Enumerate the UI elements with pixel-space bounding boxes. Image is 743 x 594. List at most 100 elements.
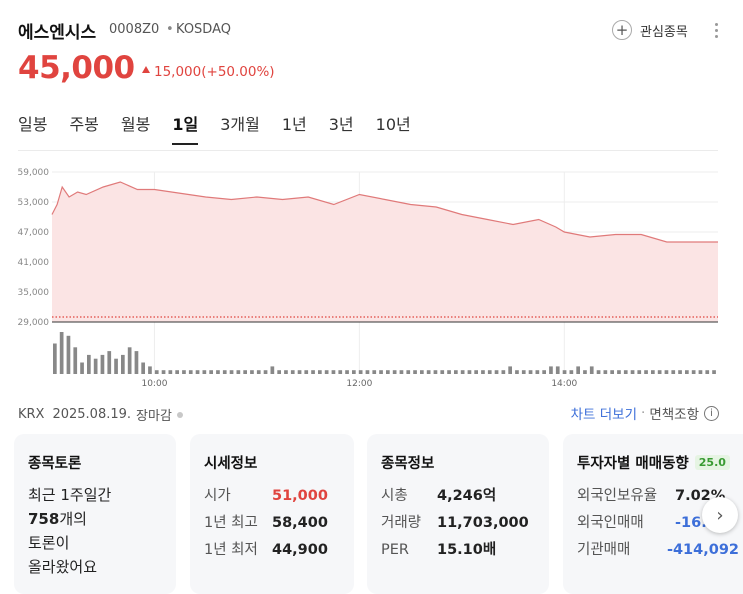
volume-bar [209, 370, 213, 374]
volume-bar [535, 370, 540, 374]
volume-bar [270, 366, 275, 374]
tabs-divider [18, 150, 718, 151]
forum-card[interactable]: 종목토론 최근 1주일간 758개의 토론이 올라왔어요 [14, 434, 176, 594]
per-row: PER 15.10배 [381, 537, 535, 564]
volume-bar [630, 370, 635, 374]
forum-line4: 올라왔어요 [28, 558, 98, 576]
chart-more-link[interactable]: 차트 더보기 [570, 407, 638, 423]
volume-bar [53, 343, 57, 374]
forum-line3: 토론이 [28, 534, 70, 552]
forum-card-title: 종목토론 [28, 456, 82, 472]
y-tick-label: 53,000 [18, 198, 50, 208]
volume-bar [100, 354, 105, 374]
volume-bar [555, 366, 560, 374]
volume-bar [569, 370, 574, 374]
volume-bar [596, 370, 601, 374]
volume-bar [494, 370, 499, 374]
favorite-label: 관심종목 [640, 24, 688, 40]
volume-bar [617, 370, 621, 374]
tab-1[interactable]: 주봉 [69, 115, 99, 134]
volume-bar [121, 354, 125, 374]
tab-0[interactable]: 일봉 [18, 115, 48, 134]
price-line [51, 181, 718, 243]
volume-bar [386, 370, 390, 374]
current-price: 45,000 [18, 50, 135, 86]
institution-trade-label: 기관매매 [577, 542, 631, 558]
year-low-value: 44,900 [272, 542, 328, 558]
volume-bar [372, 370, 377, 374]
volume-bar [610, 370, 614, 374]
volume-bar [175, 370, 179, 374]
tab-3[interactable]: 1일 [172, 111, 198, 145]
volume-bar [644, 370, 648, 374]
volume-bar [420, 370, 424, 374]
investor-title-text: 투자자별 매매동향 [577, 456, 689, 472]
volume-bar [331, 370, 336, 374]
volume-bar [657, 370, 662, 374]
volume-row: 거래량 11,703,000 [381, 510, 535, 537]
volume-bar [454, 370, 458, 374]
market-cap-row: 시총 4,246억 [381, 483, 535, 510]
volume-bar [583, 370, 587, 374]
volume-bar [59, 332, 64, 374]
volume-bar [447, 370, 451, 374]
stock-info-card[interactable]: 종목정보 시총 4,246억 거래량 11,703,000 PER 15.10배 [367, 434, 549, 594]
volume-bar [182, 370, 186, 374]
volume-bar [304, 370, 309, 374]
volume-bar [195, 370, 200, 374]
tab-5[interactable]: 1년 [281, 115, 307, 134]
volume-label: 거래량 [381, 515, 422, 531]
market-info-card[interactable]: 시세정보 시가 51,000 1년 최고 58,400 1년 최저 44,900 [190, 434, 354, 594]
status-line: KRX 2025.08.19. 장마감 [18, 405, 183, 424]
volume-bar [603, 370, 608, 374]
institution-trade-row: 기관매매 -414,092 [577, 537, 739, 564]
links-separator: · [641, 405, 646, 421]
foreign-trade-label: 외국인매매 [577, 515, 644, 531]
tab-4[interactable]: 3개월 [220, 115, 260, 134]
volume-value: 11,703,000 [437, 515, 529, 531]
tab-2[interactable]: 월봉 [120, 115, 151, 134]
volume-bar [467, 370, 472, 374]
volume-bar [705, 370, 710, 374]
volume-bar [80, 362, 84, 374]
volume-bar [501, 370, 506, 374]
volume-bar [562, 370, 567, 374]
tab-6[interactable]: 3년 [328, 115, 354, 134]
period-tabs: 일봉 주봉 월봉 1일 3개월 1년 3년 10년 [18, 111, 433, 145]
market-name: KOSDAQ [176, 22, 231, 37]
year-low-row: 1년 최저 44,900 [204, 537, 340, 564]
volume-bar [691, 370, 696, 374]
date-badge: 25.0 [694, 455, 730, 470]
tab-7[interactable]: 10년 [375, 115, 411, 134]
y-tick-label: 29,000 [18, 318, 50, 328]
info-icon[interactable]: i [704, 405, 719, 421]
year-high-row: 1년 최고 58,400 [204, 510, 340, 537]
price-change: 15,000(+50.00%) [154, 64, 275, 80]
volume-bar [678, 370, 682, 374]
volume-bar [107, 351, 112, 374]
open-label: 시가 [204, 488, 231, 504]
volume-bar [685, 370, 689, 374]
more-options-icon[interactable] [712, 19, 720, 41]
up-triangle-icon [142, 66, 150, 73]
volume-bar [311, 370, 315, 374]
volume-bar [440, 370, 445, 374]
add-favorite-button[interactable]: + 관심종목 [612, 19, 688, 41]
volume-bar [671, 370, 676, 374]
volume-bar [161, 370, 166, 374]
disclaimer-link[interactable]: 면책조항 [649, 407, 699, 423]
y-tick-label: 59,000 [18, 168, 50, 178]
volume-bar [426, 370, 431, 374]
volume-bar [664, 370, 669, 374]
next-card-button[interactable]: › [702, 497, 738, 533]
volume-bar [651, 370, 655, 374]
investor-card-title: 투자자별 매매동향 25.0 [577, 452, 739, 473]
year-high-value: 58,400 [272, 515, 328, 531]
chart-links: 차트 더보기 · 면책조항 i [571, 403, 719, 423]
volume-bar [297, 370, 302, 374]
volume-bar [154, 370, 159, 374]
volume-bar [433, 370, 438, 374]
session-dot-icon [176, 411, 183, 418]
y-tick-label: 35,000 [18, 288, 50, 298]
price-chart[interactable]: 59,000 53,000 47,000 41,000 35,000 29,000 10:0… [0, 150, 743, 395]
